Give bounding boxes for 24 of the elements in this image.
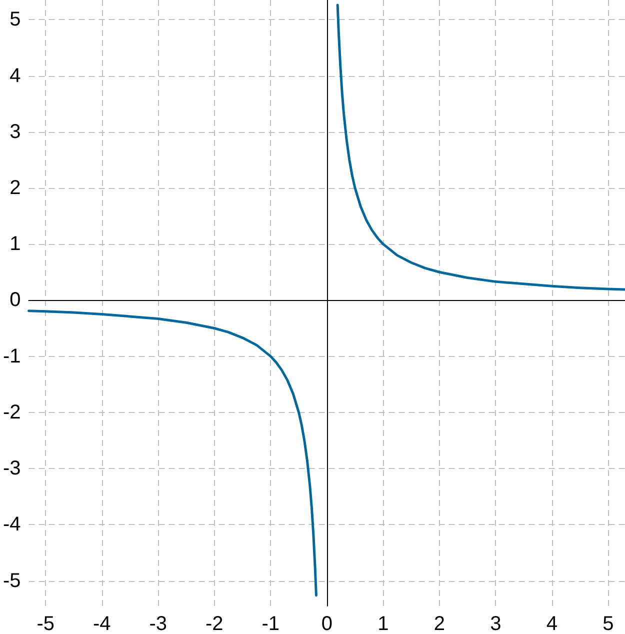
- x-tick-label: 5: [602, 613, 614, 634]
- y-tick-label: 0: [10, 289, 21, 312]
- y-tick-label: -2: [2, 401, 21, 424]
- y-tick-label: -1: [2, 345, 21, 368]
- x-tick-label: -4: [93, 613, 111, 634]
- x-tick-label: -1: [262, 613, 280, 634]
- y-tick-label: 3: [10, 120, 21, 143]
- x-tick-label: 1: [378, 613, 389, 634]
- y-tick-label: 4: [10, 64, 21, 87]
- line-series: [336, 4, 625, 291]
- y-tick-label: 1: [10, 233, 21, 256]
- x-tick-label: 3: [490, 613, 502, 634]
- y-tick-label: -3: [2, 458, 21, 480]
- y-tick-label: 2: [10, 176, 21, 199]
- x-tick-label: 4: [546, 613, 558, 634]
- y-tick-label: 5: [10, 8, 21, 31]
- y-tick-label: -5: [2, 570, 21, 592]
- x-tick-label: 2: [434, 613, 445, 634]
- x-tick-label: 0: [321, 613, 332, 634]
- x-tick-label: -3: [149, 613, 168, 634]
- y-tick-label: -4: [2, 514, 21, 536]
- x-tick-label: -5: [36, 613, 55, 634]
- line-series: [28, 310, 318, 597]
- x-tick-label: -2: [206, 613, 224, 634]
